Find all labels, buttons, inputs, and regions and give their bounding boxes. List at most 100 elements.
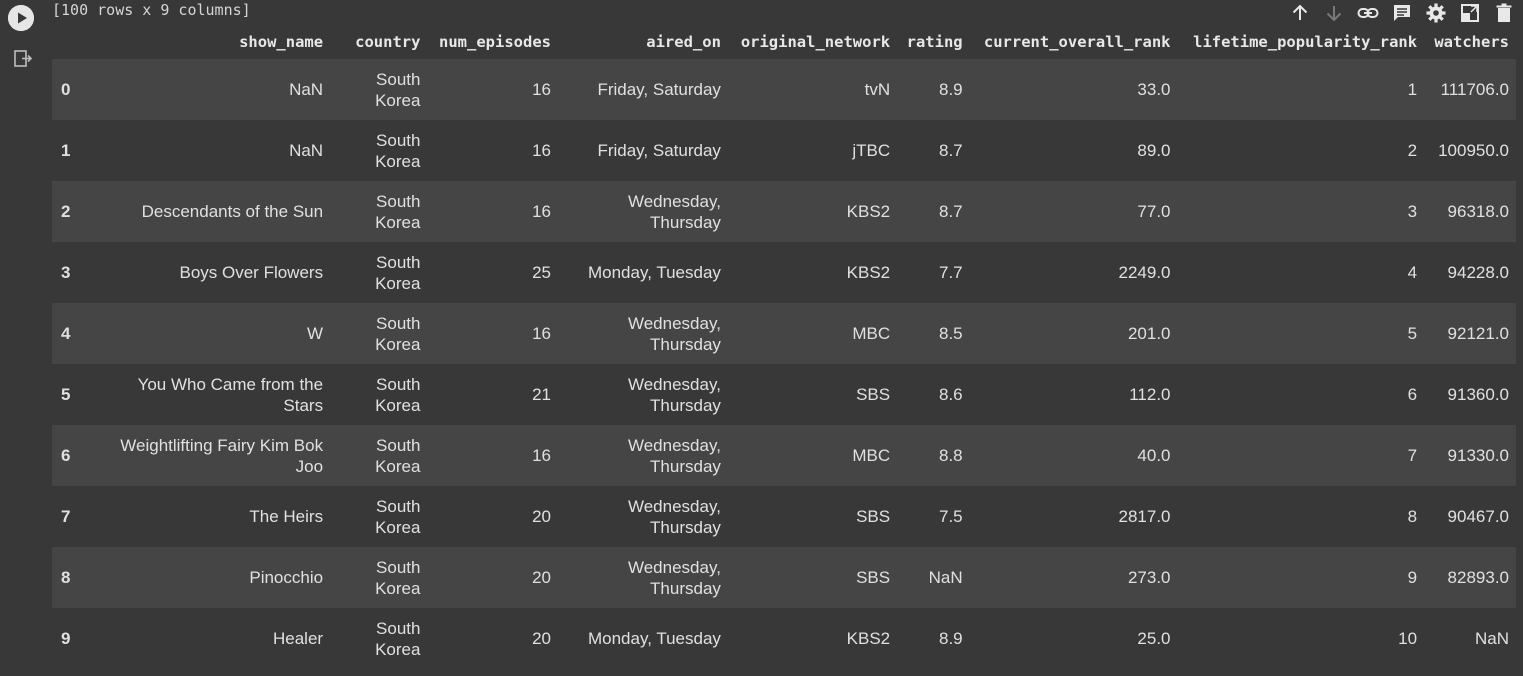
cell-aired-on: Monday, Tuesday [587, 629, 721, 648]
cell-num-episodes: 16 [532, 141, 551, 160]
cell-show-name: Descendants of the Sun [141, 202, 324, 221]
mirror-cell-icon[interactable] [1457, 0, 1483, 26]
cell-show-name: NaN [289, 141, 324, 160]
cell-watchers: 82893.0 [1447, 568, 1509, 587]
run-cell-button[interactable] [8, 5, 34, 31]
row-index: 4 [61, 324, 71, 343]
cell-watchers: 111706.0 [1440, 80, 1509, 99]
cell-country: South Korea [375, 69, 421, 110]
column-header-original-network: original_network [740, 32, 891, 51]
settings-icon[interactable] [1423, 0, 1449, 26]
cell-rating: 8.5 [939, 324, 963, 343]
cell-toolbar [1283, 0, 1523, 26]
cell-country: South Korea [375, 618, 421, 659]
cell-aired-on: Monday, Tuesday [587, 263, 721, 282]
arrow-up-icon[interactable] [1287, 0, 1313, 26]
cell-aired-on: Wednesday, Thursday [627, 191, 721, 232]
cell-current-overall-rank: 89.0 [1137, 141, 1171, 160]
column-header-country: country [355, 32, 421, 51]
cell-country: South Korea [375, 191, 421, 232]
table-row: 2 Descendants of the Sun South Korea 16 Wedn… [52, 181, 1516, 242]
row-index: 9 [61, 629, 71, 648]
column-header-current-overall-rank: current_overall_rank [983, 32, 1171, 51]
cell-rating: 7.7 [939, 263, 963, 282]
cell-show-name: W [307, 324, 324, 343]
cell-num-episodes: 16 [532, 80, 551, 99]
cell-num-episodes: 16 [532, 202, 551, 221]
cell-show-name: The Heirs [249, 507, 324, 526]
cell-lifetime-popularity-rank: 8 [1407, 507, 1418, 526]
cell-original-network: SBS [856, 507, 891, 526]
cell-watchers: 94228.0 [1447, 263, 1509, 282]
cell-lifetime-popularity-rank: 4 [1407, 263, 1418, 282]
cell-country: South Korea [375, 496, 421, 537]
cell-rating: 8.9 [939, 629, 963, 648]
dataframe-summary: [100 rows x 9 columns] [52, 1, 251, 19]
table-header-row: show_name country num_episodes aired_on … [52, 24, 1516, 59]
cell-original-network: KBS2 [846, 202, 891, 221]
table-row: 0 NaN South Korea 16 Friday, Saturday tvN 8.9 3… [52, 59, 1516, 120]
table-row: 6 Weightlifting Fairy Kim Bok Joo South Ko… [52, 425, 1516, 486]
cell-lifetime-popularity-rank: 3 [1407, 202, 1418, 221]
cell-lifetime-popularity-rank: 10 [1398, 629, 1418, 648]
table-row: 3 Boys Over Flowers South Korea 25 Monday, T… [52, 242, 1516, 303]
column-header-aired-on: aired_on [646, 32, 721, 51]
row-index: 1 [61, 141, 71, 160]
cell-original-network: MBC [852, 324, 891, 343]
cell-current-overall-rank: 33.0 [1137, 80, 1171, 99]
output-actions-icon[interactable] [12, 48, 34, 70]
index-header [52, 24, 98, 59]
cell-num-episodes: 16 [532, 324, 551, 343]
cell-num-episodes: 20 [532, 568, 551, 587]
row-index: 3 [61, 263, 71, 282]
cell-aired-on: Wednesday, Thursday [627, 374, 721, 415]
column-header-show-name: show_name [239, 32, 324, 51]
cell-num-episodes: 20 [532, 507, 551, 526]
table-row: 9 Healer South Korea 20 Monday, Tuesday KBS2 8… [52, 608, 1516, 669]
row-index: 5 [61, 385, 71, 404]
delete-icon[interactable] [1491, 0, 1517, 26]
cell-rating: 7.5 [939, 507, 963, 526]
cell-current-overall-rank: 112.0 [1129, 385, 1171, 404]
cell-original-network: MBC [852, 446, 891, 465]
row-index: 2 [61, 202, 71, 221]
cell-watchers: 96318.0 [1447, 202, 1509, 221]
cell-original-network: KBS2 [846, 629, 891, 648]
cell-original-network: SBS [856, 385, 891, 404]
cell-watchers: 92121.0 [1447, 324, 1509, 343]
cell-country: South Korea [375, 374, 421, 415]
cell-country: South Korea [375, 252, 421, 293]
cell-current-overall-rank: 201.0 [1127, 324, 1171, 343]
cell-current-overall-rank: 273.0 [1127, 568, 1171, 587]
cell-aired-on: Wednesday, Thursday [627, 435, 721, 476]
cell-aired-on: Wednesday, Thursday [627, 496, 721, 537]
cell-watchers: 90467.0 [1447, 507, 1509, 526]
cell-gutter [0, 0, 44, 676]
cell-watchers: 100950.0 [1438, 141, 1509, 160]
cell-original-network: tvN [864, 80, 891, 99]
cell-original-network: KBS2 [846, 263, 891, 282]
cell-aired-on: Wednesday, Thursday [627, 313, 721, 354]
cell-lifetime-popularity-rank: 9 [1407, 568, 1418, 587]
cell-original-network: jTBC [852, 141, 891, 160]
column-header-num-episodes: num_episodes [439, 32, 551, 51]
cell-show-name: NaN [289, 80, 324, 99]
cell-num-episodes: 21 [532, 385, 551, 404]
cell-show-name: You Who Came from the Stars [137, 374, 324, 415]
cell-current-overall-rank: 40.0 [1137, 446, 1171, 465]
cell-current-overall-rank: 25.0 [1137, 629, 1171, 648]
cell-current-overall-rank: 2817.0 [1118, 507, 1171, 526]
cell-country: South Korea [375, 130, 421, 171]
cell-current-overall-rank: 77.0 [1137, 202, 1171, 221]
cell-country: South Korea [375, 313, 421, 354]
cell-aired-on: Friday, Saturday [597, 141, 721, 160]
cell-rating: 8.7 [939, 141, 963, 160]
cell-rating: 8.7 [939, 202, 963, 221]
arrow-down-icon[interactable] [1321, 0, 1347, 26]
cell-lifetime-popularity-rank: 7 [1407, 446, 1418, 465]
cell-original-network: SBS [856, 568, 891, 587]
cell-rating: 8.9 [939, 80, 963, 99]
comment-icon[interactable] [1389, 0, 1415, 26]
cell-aired-on: Wednesday, Thursday [627, 557, 721, 598]
link-icon[interactable] [1355, 0, 1381, 26]
